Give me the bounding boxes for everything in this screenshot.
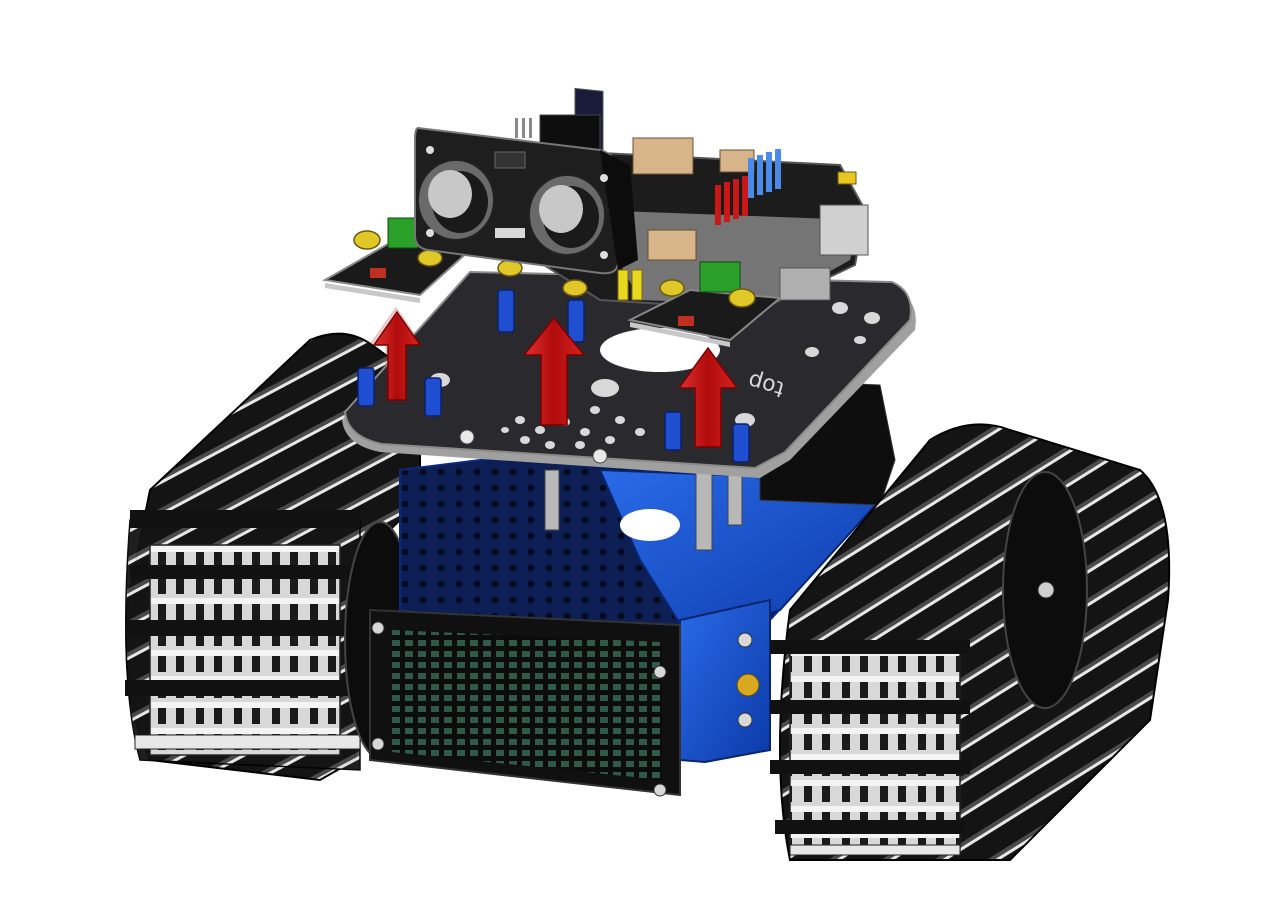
left-track: [125, 332, 421, 782]
sensor-transducer-right: [528, 174, 606, 256]
led-matrix-panel: [369, 608, 681, 797]
sensor-transducer-left: [417, 159, 495, 241]
ultrasonic-sensor: [414, 118, 638, 275]
arrow-up-icon-3: [522, 316, 586, 426]
assembly-arrows: [368, 306, 739, 448]
top-plate: top: [342, 270, 916, 478]
brass-screws: [353, 230, 756, 308]
yellow-capacitors: [617, 269, 643, 301]
left-sprocket: [125, 510, 361, 756]
arrow-up-icon-2: [372, 310, 422, 401]
arrow-up-icon-4: [677, 346, 739, 448]
header-pins-red: [715, 176, 748, 225]
header-pins-blue: [748, 149, 781, 198]
blue-standoffs: [357, 289, 750, 463]
right-sprocket: [770, 640, 970, 856]
standoff-posts: [544, 469, 743, 551]
right-track: [736, 423, 1171, 861]
